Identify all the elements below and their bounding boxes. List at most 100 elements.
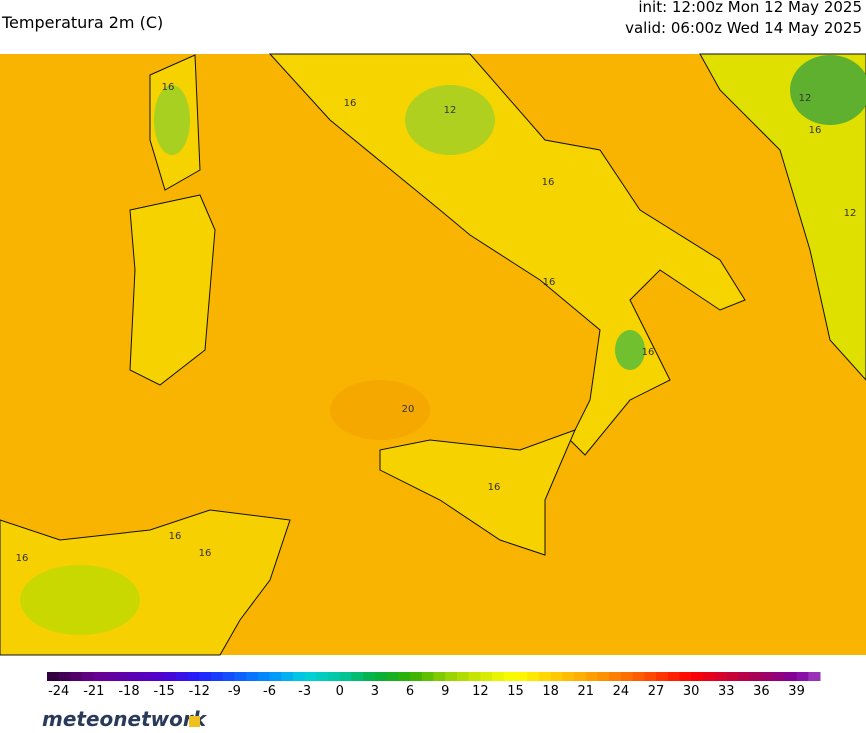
map: 16 16 12 16 16 16 20 16 16 16 12 16 12 1…	[0, 53, 866, 656]
colorbar-label: 12	[472, 684, 489, 699]
colorbar-swatch	[761, 672, 774, 681]
colorbar-swatch	[58, 672, 71, 681]
contour-label: 16	[542, 177, 555, 188]
colorbar-label: 36	[753, 684, 770, 699]
colorbar-swatch	[421, 672, 434, 681]
colorbar-swatch	[281, 672, 294, 681]
colorbar-swatch	[480, 672, 493, 681]
contour-label: 16	[642, 347, 655, 358]
colorbar-swatch	[246, 672, 259, 681]
colorbar-label: 30	[683, 684, 700, 699]
colorbar-swatch	[269, 672, 282, 681]
colorbar-swatch	[574, 672, 587, 681]
colorbar-label: -24	[48, 684, 69, 699]
colorbar-swatch	[304, 672, 317, 681]
colorbar-swatch	[93, 672, 107, 681]
colorbar-swatch	[351, 672, 364, 681]
cool-area	[20, 565, 140, 635]
colorbar: -24 -21 -18 -15 -12 -9 -6 -3 0 3 6 9 12 15 18 21 24 27 30 3…	[47, 672, 821, 699]
contour-label: 16	[16, 553, 29, 564]
colorbar-label: -12	[189, 684, 210, 699]
colorbar-swatch	[433, 672, 446, 681]
sicily	[379, 429, 576, 556]
colorbar-swatch	[47, 672, 60, 681]
colorbar-swatch	[445, 672, 458, 681]
colorbar-swatch	[199, 672, 212, 681]
colorbar-label: 0	[336, 684, 344, 699]
colorbar-swatch	[773, 672, 786, 681]
cool-area	[615, 330, 645, 370]
colorbar-swatch	[456, 672, 470, 681]
colorbar-label: 21	[577, 684, 594, 699]
colorbar-label: 24	[613, 684, 630, 699]
brand-mark	[189, 716, 200, 727]
colorbar-label: 9	[441, 684, 449, 699]
colorbar-label: 39	[788, 684, 805, 699]
colorbar-label: 6	[406, 684, 414, 699]
colorbar-swatch	[796, 672, 809, 681]
colorbar-swatch	[292, 672, 306, 681]
contour-label: 12	[444, 105, 457, 116]
colorbar-swatch	[105, 672, 118, 681]
contour-label: 16	[488, 482, 501, 493]
cool-area	[154, 85, 190, 155]
colorbar-label: 27	[648, 684, 665, 699]
colorbar-swatch	[152, 672, 165, 681]
colorbar-swatch	[597, 672, 610, 681]
colorbar-swatch	[726, 672, 739, 681]
colorbar-swatch	[82, 672, 95, 681]
colorbar-swatch	[503, 672, 516, 681]
colorbar-swatch	[164, 672, 177, 681]
colorbar-swatch	[70, 672, 83, 681]
contour-label: 16	[162, 82, 175, 93]
colorbar-swatch	[316, 672, 329, 681]
cool-area	[405, 85, 495, 155]
colorbar-label: 3	[371, 684, 379, 699]
colorbar-swatch	[492, 672, 505, 681]
contour-label: 12	[799, 93, 812, 104]
contour-label: 16	[809, 125, 822, 136]
colorbar-swatch	[749, 672, 762, 681]
colorbar-swatch	[339, 672, 353, 681]
colorbar-swatch	[632, 672, 645, 681]
colorbar-swatch	[609, 672, 622, 681]
valid-time: valid: 06:00z Wed 14 May 2025	[625, 19, 862, 37]
colorbar-swatch	[363, 672, 376, 681]
colorbar-swatch	[691, 672, 704, 681]
colorbar-swatch	[585, 672, 598, 681]
colorbar-swatch	[714, 672, 727, 681]
title: Temperatura 2m (C)	[1, 13, 163, 32]
contour-label: 16	[169, 531, 182, 542]
colorbar-label: -9	[228, 684, 241, 699]
contour-label: 16	[344, 98, 357, 109]
colorbar-swatch	[679, 672, 692, 681]
colorbar-swatch	[175, 672, 189, 681]
colorbar-swatch	[527, 672, 540, 681]
colorbar-swatch	[808, 672, 821, 681]
init-time: init: 12:00z Mon 12 May 2025	[638, 0, 862, 16]
contour-label: 16	[543, 277, 556, 288]
colorbar-swatch	[656, 672, 669, 681]
brand: meteonetwork	[42, 707, 208, 731]
colorbar-swatch	[784, 672, 798, 681]
colorbar-swatch	[398, 672, 411, 681]
colorbar-swatch	[515, 672, 528, 681]
colorbar-label: 33	[718, 684, 735, 699]
contour-label: 12	[844, 208, 857, 219]
contour-label: 20	[402, 404, 415, 415]
colorbar-swatch	[234, 672, 247, 681]
colorbar-swatch	[410, 672, 423, 681]
colorbar-swatch	[140, 672, 153, 681]
cool-area	[790, 55, 866, 125]
colorbar-swatch	[374, 672, 388, 681]
colorbar-swatch	[222, 672, 235, 681]
colorbar-swatch	[187, 672, 200, 681]
colorbar-swatch	[738, 672, 751, 681]
warm-area	[330, 380, 430, 440]
colorbar-swatch	[667, 672, 680, 681]
colorbar-label: -15	[154, 684, 175, 699]
colorbar-swatch	[562, 672, 575, 681]
balkans	[699, 53, 866, 381]
colorbar-swatch	[538, 672, 552, 681]
